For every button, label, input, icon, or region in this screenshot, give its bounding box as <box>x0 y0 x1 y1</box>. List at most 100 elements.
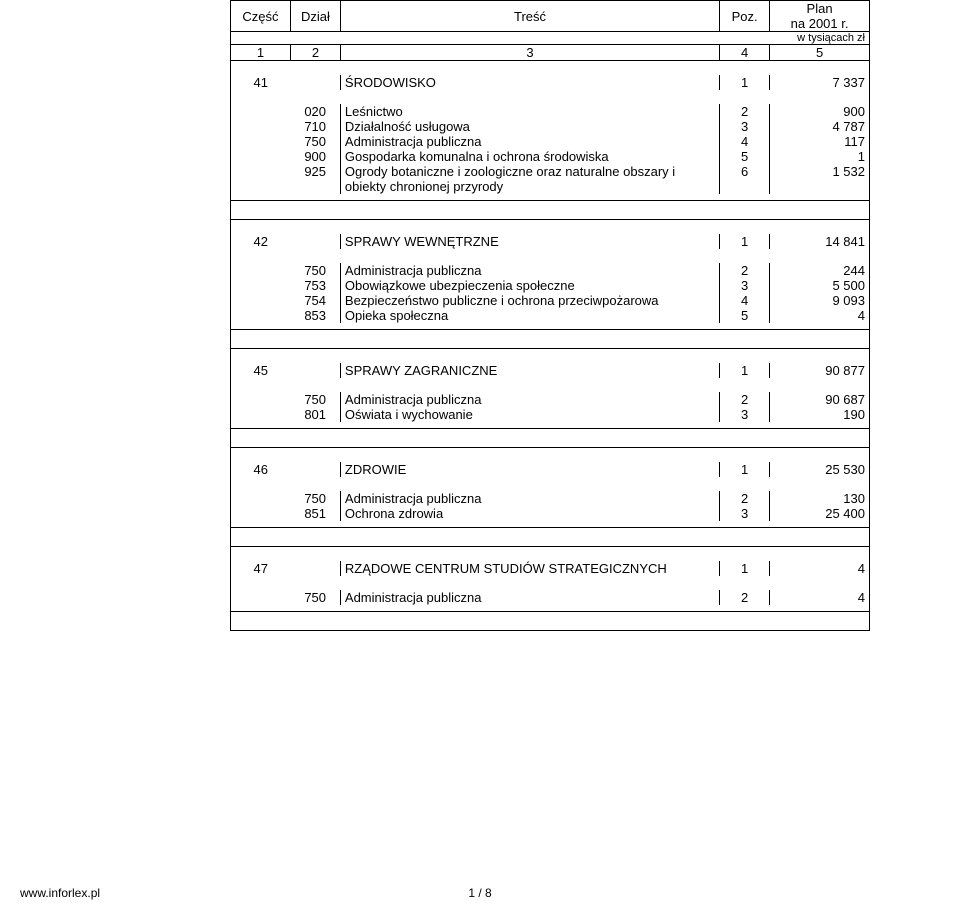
spacer-cell <box>770 448 870 463</box>
spacer-cell <box>290 349 340 364</box>
spacer-cell <box>340 448 719 463</box>
spacer-cell <box>340 249 719 263</box>
row-value: 1 532 <box>770 164 870 194</box>
row-poz: 4 <box>720 134 770 149</box>
empty <box>290 234 340 249</box>
spacer-cell <box>290 61 340 76</box>
row-name: Administracja publiczna <box>340 392 719 407</box>
numrow-5: 5 <box>770 45 870 61</box>
table-row: 750Administracja publiczna4117 <box>231 134 870 149</box>
empty <box>290 75 340 90</box>
spacer-cell <box>231 477 291 491</box>
section-value: 90 877 <box>770 363 870 378</box>
sep-cell <box>340 330 719 349</box>
empty <box>231 164 291 194</box>
budget-table: Część Dział Treść Poz. Plan na 2001 r. w… <box>230 0 870 631</box>
spacer-cell <box>720 61 770 76</box>
empty <box>231 263 291 278</box>
table-row: 750Administracja publiczna290 687 <box>231 392 870 407</box>
sep-cell <box>290 528 340 547</box>
spacer-cell <box>231 349 291 364</box>
row-value: 244 <box>770 263 870 278</box>
spacer-cell <box>720 220 770 235</box>
row-dzial: 925 <box>290 164 340 194</box>
section-code: 42 <box>231 234 291 249</box>
row-dzial: 750 <box>290 491 340 506</box>
spacer-cell <box>720 349 770 364</box>
spacer-cell <box>720 90 770 104</box>
spacer-cell <box>231 576 291 590</box>
spacer-cell <box>231 378 291 392</box>
spacer-cell <box>770 378 870 392</box>
header-unit: w tysiącach zł <box>770 32 870 45</box>
row-name: Administracja publiczna <box>340 134 719 149</box>
row-poz: 6 <box>720 164 770 194</box>
spacer-cell <box>770 220 870 235</box>
header-col-dzial: Dział <box>290 1 340 32</box>
row-value: 190 <box>770 407 870 422</box>
spacer-cell <box>340 378 719 392</box>
spacer-cell <box>231 547 291 562</box>
spacer-cell <box>720 547 770 562</box>
section-title: ŚRODOWISKO <box>340 75 719 90</box>
row-value: 5 500 <box>770 278 870 293</box>
row-poz: 2 <box>720 491 770 506</box>
row-name: Administracja publiczna <box>340 491 719 506</box>
row-dzial: 900 <box>290 149 340 164</box>
table-row: 753Obowiązkowe ubezpieczenia społeczne35… <box>231 278 870 293</box>
row-dzial: 753 <box>290 278 340 293</box>
header-col-plan-line1: Plan <box>770 1 870 17</box>
sep-cell <box>720 612 770 631</box>
sep-cell <box>231 612 291 631</box>
row-poz: 3 <box>720 119 770 134</box>
row-poz: 3 <box>720 407 770 422</box>
spacer-cell <box>290 448 340 463</box>
spacer-cell <box>340 90 719 104</box>
empty <box>231 278 291 293</box>
spacer-cell <box>290 220 340 235</box>
empty <box>231 293 291 308</box>
spacer-cell <box>770 477 870 491</box>
section-title: RZĄDOWE CENTRUM STUDIÓW STRATEGICZNYCH <box>340 561 719 576</box>
empty <box>290 561 340 576</box>
section-value: 4 <box>770 561 870 576</box>
empty <box>231 308 291 323</box>
row-value: 4 787 <box>770 119 870 134</box>
spacer-cell <box>340 61 719 76</box>
header-col-tresc: Treść <box>340 1 719 32</box>
row-name: Opieka społeczna <box>340 308 719 323</box>
table-row: 851Ochrona zdrowia325 400 <box>231 506 870 521</box>
empty <box>231 149 291 164</box>
section-title: SPRAWY WEWNĘTRZNE <box>340 234 719 249</box>
section-code: 47 <box>231 561 291 576</box>
spacer-cell <box>340 477 719 491</box>
row-name: Administracja publiczna <box>340 263 719 278</box>
section-value: 25 530 <box>770 462 870 477</box>
section-poz: 1 <box>720 462 770 477</box>
row-poz: 5 <box>720 149 770 164</box>
section-code: 46 <box>231 462 291 477</box>
row-dzial: 750 <box>290 134 340 149</box>
row-name: Bezpieczeństwo publiczne i ochrona przec… <box>340 293 719 308</box>
row-dzial: 710 <box>290 119 340 134</box>
spacer-cell <box>720 378 770 392</box>
spacer-cell <box>770 547 870 562</box>
row-poz: 2 <box>720 590 770 605</box>
sep-cell <box>720 330 770 349</box>
row-dzial: 851 <box>290 506 340 521</box>
spacer-cell <box>290 249 340 263</box>
row-poz: 3 <box>720 278 770 293</box>
row-dzial: 750 <box>290 263 340 278</box>
table-row: 900Gospodarka komunalna i ochrona środow… <box>231 149 870 164</box>
section-title: ZDROWIE <box>340 462 719 477</box>
spacer-cell <box>231 448 291 463</box>
spacer-cell <box>290 90 340 104</box>
row-dzial: 750 <box>290 392 340 407</box>
row-name: Oświata i wychowanie <box>340 407 719 422</box>
table-row: 750Administracja publiczna2130 <box>231 491 870 506</box>
section-title: SPRAWY ZAGRANICZNE <box>340 363 719 378</box>
row-dzial: 853 <box>290 308 340 323</box>
empty <box>231 104 291 119</box>
sep-cell <box>231 528 291 547</box>
spacer-cell <box>720 448 770 463</box>
